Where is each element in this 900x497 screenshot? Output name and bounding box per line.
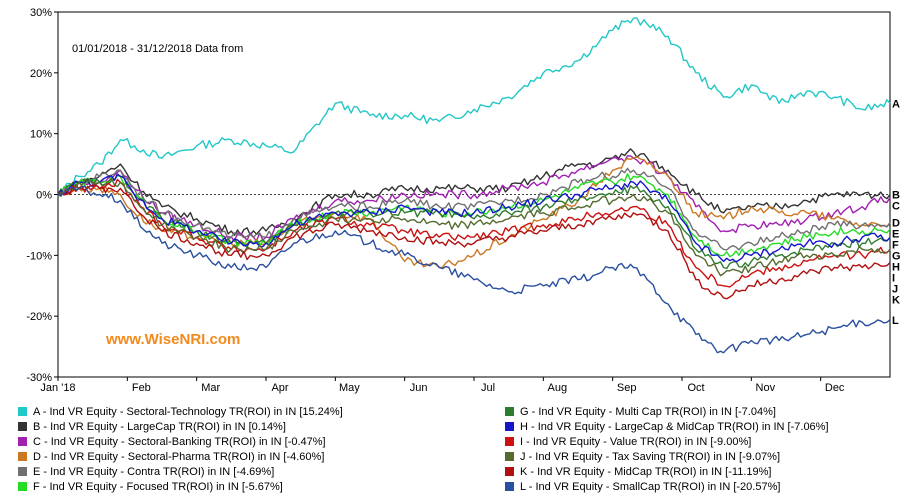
x-tick-label: Jun [410, 382, 428, 394]
legend-label: I - Ind VR Equity - Value TR(ROI) in IN … [520, 435, 752, 448]
legend-column-right: G - Ind VR Equity - Multi Cap TR(ROI) in… [505, 404, 829, 494]
legend-column-left: A - Ind VR Equity - Sectoral-Technology … [18, 404, 343, 494]
y-tick-label: 10% [30, 129, 52, 141]
legend-label: C - Ind VR Equity - Sectoral-Banking TR(… [33, 435, 326, 448]
legend-item-j: J - Ind VR Equity - Tax Saving TR(ROI) i… [505, 449, 829, 464]
legend-item-k: K - Ind VR Equity - MidCap TR(ROI) in IN… [505, 464, 829, 479]
x-tick-label: Feb [132, 382, 151, 394]
series-line-h [57, 173, 891, 263]
legend-item-i: I - Ind VR Equity - Value TR(ROI) in IN … [505, 434, 829, 449]
y-tick-label: -10% [26, 250, 52, 262]
legend-label: H - Ind VR Equity - LargeCap & MidCap TR… [520, 420, 829, 433]
series-end-label-g: G [892, 250, 900, 262]
y-tick-label: -20% [26, 311, 52, 323]
x-tick-label: Jul [481, 382, 495, 394]
series-end-label-j: J [892, 283, 898, 295]
x-tick-label: Aug [548, 382, 568, 394]
chart-subtitle: 01/01/2018 - 31/12/2018 Data from [72, 43, 243, 55]
legend-swatch [18, 467, 27, 476]
legend-item-b: B - Ind VR Equity - LargeCap TR(ROI) in … [18, 419, 343, 434]
legend-item-c: C - Ind VR Equity - Sectoral-Banking TR(… [18, 434, 343, 449]
legend-swatch [18, 407, 27, 416]
legend-swatch [505, 482, 514, 491]
legend-label: G - Ind VR Equity - Multi Cap TR(ROI) in… [520, 405, 776, 418]
series-end-label-b: B [892, 190, 900, 202]
legend-item-d: D - Ind VR Equity - Sectoral-Pharma TR(R… [18, 449, 343, 464]
series-lines [57, 17, 891, 354]
x-tick-label: Nov [756, 382, 776, 394]
x-tick-label: Mar [201, 382, 220, 394]
series-end-label-k: K [892, 294, 900, 306]
x-tick-label: Apr [271, 382, 288, 394]
legend: A - Ind VR Equity - Sectoral-Technology … [18, 404, 898, 496]
series-end-label-f: F [892, 239, 899, 251]
legend-swatch [18, 437, 27, 446]
y-axis: 30% 20% 10% 0% -10% -20% -30% [26, 7, 58, 384]
legend-label: F - Ind VR Equity - Focused TR(ROI) in I… [33, 480, 283, 493]
y-tick-label: -30% [26, 372, 52, 384]
x-axis: Jan '18 Feb Mar Apr May Jun Jul Aug Sep Oct Nov Dec [40, 377, 845, 394]
series-line-k [57, 184, 891, 300]
legend-label: E - Ind VR Equity - Contra TR(ROI) in IN… [33, 465, 275, 478]
legend-item-f: F - Ind VR Equity - Focused TR(ROI) in I… [18, 479, 343, 494]
series-line-a [57, 17, 891, 195]
x-tick-label: Dec [825, 382, 845, 394]
x-tick-label: May [339, 382, 360, 394]
legend-swatch [505, 407, 514, 416]
legend-swatch [18, 452, 27, 461]
legend-item-g: G - Ind VR Equity - Multi Cap TR(ROI) in… [505, 404, 829, 419]
legend-label: J - Ind VR Equity - Tax Saving TR(ROI) i… [520, 450, 781, 463]
series-end-label-a: A [892, 98, 900, 110]
legend-swatch [18, 422, 27, 431]
legend-swatch [505, 437, 514, 446]
series-line-e [57, 167, 891, 251]
series-end-label-h: H [892, 261, 900, 273]
series-end-label-c: C [892, 201, 900, 213]
legend-swatch [505, 422, 514, 431]
legend-item-e: E - Ind VR Equity - Contra TR(ROI) in IN… [18, 464, 343, 479]
legend-item-a: A - Ind VR Equity - Sectoral-Technology … [18, 404, 343, 419]
y-tick-label: 20% [30, 68, 52, 80]
watermark-text: www.WiseNRI.com [105, 331, 240, 348]
legend-swatch [18, 482, 27, 491]
y-tick-label: 0% [36, 190, 52, 202]
legend-label: A - Ind VR Equity - Sectoral-Technology … [33, 405, 343, 418]
series-end-label-d: D [892, 217, 900, 229]
series-line-j [57, 178, 891, 277]
legend-label: L - Ind VR Equity - SmallCap TR(ROI) in … [520, 480, 781, 493]
line-chart: 30% 20% 10% 0% -10% -20% -30% Jan '18 Feb Mar Apr… [26, 7, 900, 394]
x-tick-label: Sep [617, 382, 637, 394]
y-tick-label: 30% [30, 7, 52, 19]
legend-label: K - Ind VR Equity - MidCap TR(ROI) in IN… [520, 465, 772, 478]
legend-label: D - Ind VR Equity - Sectoral-Pharma TR(R… [33, 450, 325, 463]
series-end-label-e: E [892, 228, 899, 240]
series-line-l [57, 185, 891, 354]
legend-item-h: H - Ind VR Equity - LargeCap & MidCap TR… [505, 419, 829, 434]
legend-swatch [505, 452, 514, 461]
series-end-label-l: L [892, 315, 899, 327]
x-tick-label: Oct [687, 382, 704, 394]
legend-swatch [505, 467, 514, 476]
legend-item-l: L - Ind VR Equity - SmallCap TR(ROI) in … [505, 479, 829, 494]
series-line-b [57, 148, 891, 236]
x-tick-label: Jan '18 [40, 382, 75, 394]
legend-label: B - Ind VR Equity - LargeCap TR(ROI) in … [33, 420, 286, 433]
series-end-label-i: I [892, 272, 895, 284]
